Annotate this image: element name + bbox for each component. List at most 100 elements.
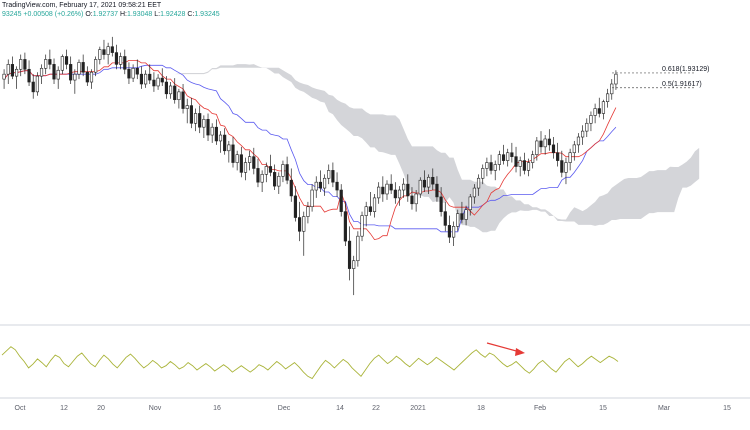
- candle-body: [460, 213, 464, 220]
- candle-body: [493, 164, 497, 171]
- candle-body: [347, 240, 352, 269]
- candle: [531, 150, 535, 169]
- candlestick-series: [2, 36, 618, 296]
- candle: [64, 49, 69, 70]
- candle: [343, 201, 347, 246]
- time-axis-tick-label: 20: [97, 405, 105, 412]
- candle-body: [318, 181, 322, 189]
- candle-body: [94, 59, 98, 73]
- candle-body: [418, 179, 422, 195]
- time-axis[interactable]: Oct 12 20 Nov 16 Dec 14 22 2021 18 Feb 15 Mar 15: [15, 405, 731, 412]
- candle: [35, 72, 39, 96]
- candle-body: [335, 181, 339, 191]
- time-axis-tick-label: Oct: [15, 405, 26, 412]
- candle: [322, 174, 327, 196]
- candle: [39, 64, 44, 84]
- candle-body: [481, 168, 485, 179]
- candle-body: [306, 206, 310, 217]
- candle: [422, 170, 427, 192]
- candle-body: [452, 226, 456, 238]
- candle-body: [385, 183, 389, 195]
- candle: [193, 108, 198, 132]
- candle: [589, 111, 593, 132]
- candle-body: [510, 152, 514, 157]
- candle: [48, 49, 52, 70]
- cloud-area: [112, 64, 700, 233]
- candle: [185, 98, 189, 124]
- candle-body: [543, 138, 547, 148]
- candle-body: [60, 56, 64, 71]
- candle-body: [547, 138, 551, 146]
- candle-body: [564, 162, 568, 173]
- candle: [152, 72, 156, 92]
- candle: [302, 211, 306, 256]
- candle: [260, 170, 264, 192]
- high-value: 1.93048: [126, 11, 153, 18]
- candle: [468, 193, 472, 216]
- candle-body: [73, 73, 77, 81]
- candle: [564, 157, 568, 185]
- time-axis-tick-label: Feb: [534, 405, 546, 412]
- candle: [102, 39, 106, 60]
- candle-body: [69, 64, 73, 81]
- candle-body: [252, 156, 256, 169]
- candle-body: [572, 144, 576, 154]
- candle: [156, 74, 160, 90]
- candle: [510, 142, 514, 163]
- candle-body: [568, 152, 572, 163]
- candle: [27, 60, 31, 86]
- candle: [189, 97, 193, 129]
- time-axis-tick-label: 15: [723, 405, 731, 412]
- candle-body: [181, 91, 185, 109]
- candle-body: [127, 68, 131, 79]
- candle-body: [606, 93, 610, 102]
- candle: [356, 231, 360, 267]
- candle: [543, 135, 547, 155]
- candle: [576, 133, 581, 153]
- candle-body: [585, 122, 589, 132]
- candle: [535, 137, 539, 161]
- candle: [418, 177, 422, 198]
- candle-body: [164, 81, 168, 95]
- candle: [218, 131, 223, 153]
- candle: [206, 113, 210, 141]
- candle-body: [223, 134, 227, 152]
- candle-body: [31, 81, 35, 93]
- time-axis-tick-label: 2021: [410, 405, 426, 412]
- candle: [252, 147, 256, 175]
- candle-body: [364, 206, 368, 216]
- candle: [85, 66, 89, 86]
- candle: [518, 156, 522, 177]
- candle: [368, 192, 372, 216]
- candle: [44, 54, 48, 75]
- candle-body: [189, 105, 193, 124]
- candle: [281, 160, 285, 183]
- candle-body: [531, 154, 535, 163]
- candle: [248, 150, 252, 171]
- ichimoku-lines: [3, 60, 617, 241]
- candle: [506, 148, 510, 167]
- candle-body: [535, 140, 539, 155]
- candle: [98, 46, 102, 65]
- candle-body: [89, 71, 94, 83]
- candle: [285, 156, 289, 185]
- candle-body: [248, 156, 252, 163]
- candle-body: [106, 46, 110, 55]
- candle: [31, 74, 35, 99]
- candle-body: [218, 134, 223, 142]
- candle: [352, 255, 356, 296]
- candle-body: [185, 105, 189, 109]
- candle-body: [52, 64, 56, 80]
- candle: [293, 186, 298, 222]
- last-price: 93245: [2, 11, 22, 18]
- candle: [235, 150, 239, 171]
- candle: [73, 69, 77, 94]
- candle-body: [10, 64, 14, 77]
- candle: [393, 182, 397, 204]
- fib-level-label: 0.618(1.93129): [662, 66, 709, 73]
- candle: [402, 178, 406, 198]
- candle: [610, 79, 614, 100]
- candle: [135, 59, 139, 80]
- candle: [10, 56, 14, 80]
